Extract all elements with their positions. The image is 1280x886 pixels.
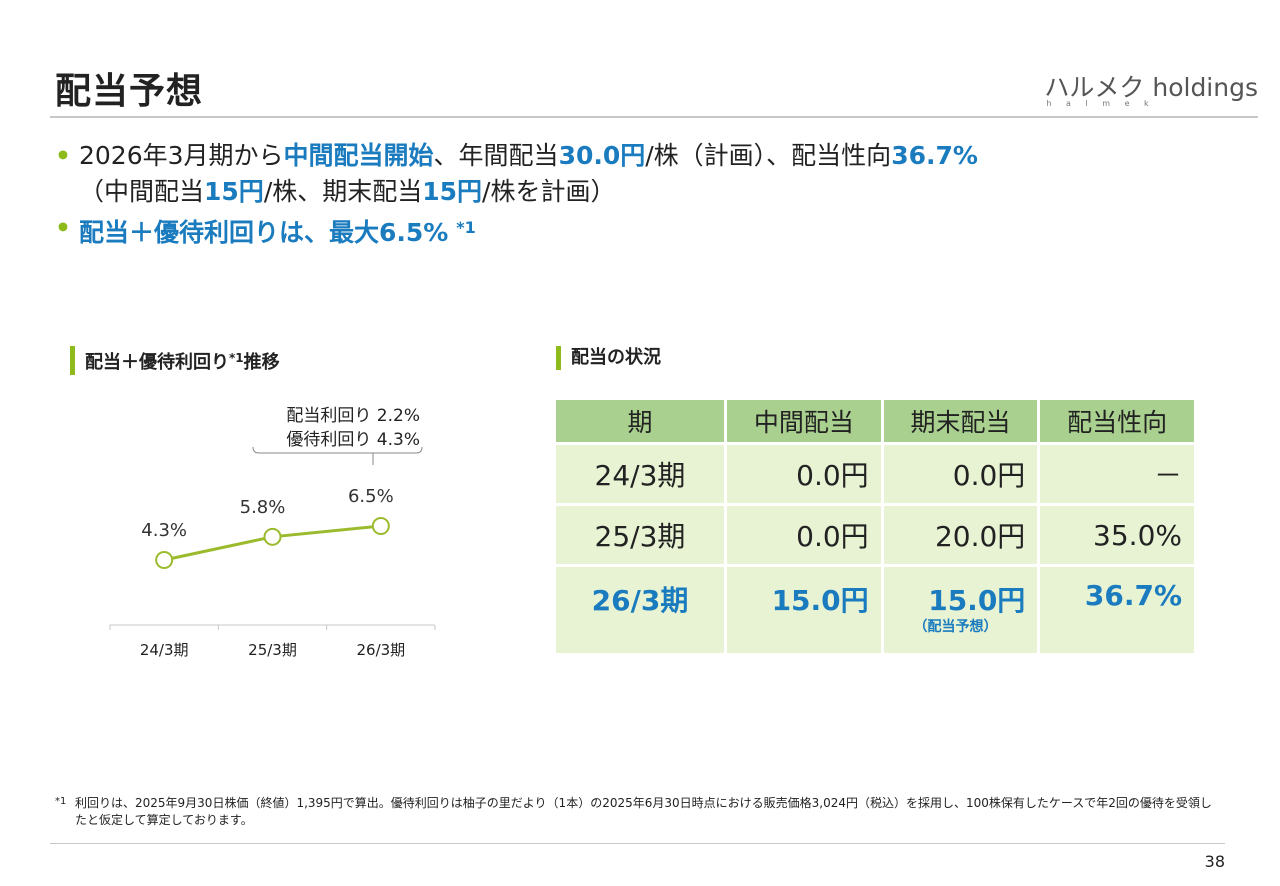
company-logo: ハルメク holdings h a l m e k bbox=[1044, 68, 1258, 108]
bullet-line1-segment: 36.7% bbox=[891, 141, 978, 170]
chart-section-label-sup: *1 bbox=[229, 351, 244, 365]
table-row: 25/3期 0.0円 20.0円 35.0% bbox=[556, 506, 1194, 564]
bullet-line2-segment: /株、期末配当 bbox=[263, 177, 423, 206]
data-point bbox=[263, 527, 282, 546]
footnote-text: 利回りは、2025年9月30日株価（終値）1,395円で算出。優待利回りは柚子の… bbox=[75, 796, 1212, 827]
cell-period: 25/3期 bbox=[556, 506, 724, 564]
data-label: 4.3% bbox=[141, 520, 187, 541]
chart-section-label: 配当＋優待利回り*1推移 bbox=[70, 346, 280, 375]
annotation-dividend-yield: 配当利回り 2.2% bbox=[286, 406, 420, 426]
bullet-line1-segment: /株（計画）、配当性向 bbox=[645, 141, 892, 170]
table-header-period: 期 bbox=[556, 400, 724, 442]
table-section-label: 配当の状況 bbox=[556, 346, 661, 370]
cell-final-value: 15.0円 bbox=[928, 584, 1026, 617]
bullet-line2-segment: /株を計画） bbox=[482, 177, 616, 206]
header-divider bbox=[50, 116, 1258, 118]
cell-payout: － bbox=[1040, 445, 1194, 503]
cell-interim: 0.0円 bbox=[727, 445, 881, 503]
bullet-line1-segment: 中間配当開始 bbox=[283, 141, 434, 170]
bullet-yield-footnote-mark: *1 bbox=[456, 218, 476, 237]
cell-period: 26/3期 bbox=[556, 567, 724, 653]
bullet-dividend-plan-line2: （中間配当15円/株、期末配当15円/株を計画） bbox=[79, 177, 615, 206]
table-row-highlighted: 26/3期 15.0円 15.0円 （配当予想） 36.7% bbox=[556, 567, 1194, 653]
bullet-yield: • 配当＋優待利回りは、最大6.5% *1 bbox=[55, 210, 1235, 251]
cell-final: 20.0円 bbox=[883, 506, 1038, 564]
bullet-line1-segment: 2026年3月期から bbox=[79, 141, 284, 170]
annotation-bracket bbox=[252, 446, 423, 454]
page-number: 38 bbox=[1204, 852, 1225, 871]
cell-final-note: （配当予想） bbox=[913, 619, 998, 635]
bullet-line2-segment: 15円 bbox=[204, 177, 264, 206]
dividend-status-table: 期 中間配当 期末配当 配当性向 24/3期 0.0円 0.0円 － 25/3期… bbox=[553, 397, 1197, 656]
bullet-yield-text: 配当＋優待利回りは、最大6.5% bbox=[79, 218, 449, 247]
table-header-row: 期 中間配当 期末配当 配当性向 bbox=[556, 400, 1194, 442]
x-tick-label: 24/3期 bbox=[140, 641, 189, 659]
x-tick-label: 26/3期 bbox=[356, 641, 405, 659]
bullet-line2-segment: 15円 bbox=[422, 177, 483, 206]
table-header-payout: 配当性向 bbox=[1040, 400, 1194, 442]
annotation-benefit-yield: 優待利回り 4.3% bbox=[286, 430, 420, 450]
chart-section-label-text: 配当＋優待利回り bbox=[85, 352, 229, 373]
yield-line-chart: 4.3% 24/3期 5.8% 25/3期 6.5% 26/3期 配当利回り 2.2% 優待利… bbox=[109, 406, 436, 659]
bullet-line2-segment: （中間配当 bbox=[79, 177, 205, 206]
footnote-mark: *1 bbox=[55, 796, 67, 807]
table-row: 24/3期 0.0円 0.0円 － bbox=[556, 445, 1194, 503]
x-tick-label: 25/3期 bbox=[248, 641, 297, 659]
cell-interim: 0.0円 bbox=[727, 506, 881, 564]
page-title: 配当予想 bbox=[55, 71, 204, 112]
bullet-dot: • bbox=[55, 213, 71, 242]
cell-period: 24/3期 bbox=[556, 445, 724, 503]
logo-sub-text: h a l m e k bbox=[1046, 99, 1155, 108]
table-header-final: 期末配当 bbox=[883, 400, 1038, 442]
bullet-line1-segment: 、年間配当 bbox=[433, 141, 559, 170]
bullet-line1-segment: 30.0円 bbox=[558, 141, 646, 170]
data-point bbox=[155, 551, 174, 569]
table-header-interim: 中間配当 bbox=[727, 400, 881, 442]
data-label: 5.8% bbox=[240, 497, 286, 518]
footnote: *1 利回りは、2025年9月30日株価（終値）1,395円で算出。優待利回りは… bbox=[55, 795, 1215, 829]
cell-payout: 35.0% bbox=[1040, 506, 1194, 564]
data-point bbox=[371, 517, 390, 535]
cell-final: 0.0円 bbox=[883, 445, 1038, 503]
data-label: 6.5% bbox=[348, 486, 394, 507]
summary-bullets: • 2026年3月期から中間配当開始、年間配当30.0円/株（計画）、配当性向3… bbox=[55, 138, 1235, 251]
bullet-dividend-plan: • 2026年3月期から中間配当開始、年間配当30.0円/株（計画）、配当性向3… bbox=[55, 138, 1235, 210]
cell-interim: 15.0円 bbox=[727, 567, 881, 653]
chart-section-label-suffix: 推移 bbox=[243, 352, 280, 373]
cell-final: 15.0円 （配当予想） bbox=[883, 567, 1038, 653]
logo-main-text: ハルメク holdings bbox=[1044, 73, 1258, 102]
cell-payout: 36.7% bbox=[1040, 567, 1194, 653]
bullet-dividend-plan-line1: 2026年3月期から中間配当開始、年間配当30.0円/株（計画）、配当性向36.… bbox=[79, 141, 978, 170]
footer-divider bbox=[50, 843, 1225, 844]
bullet-dot: • bbox=[55, 141, 71, 170]
